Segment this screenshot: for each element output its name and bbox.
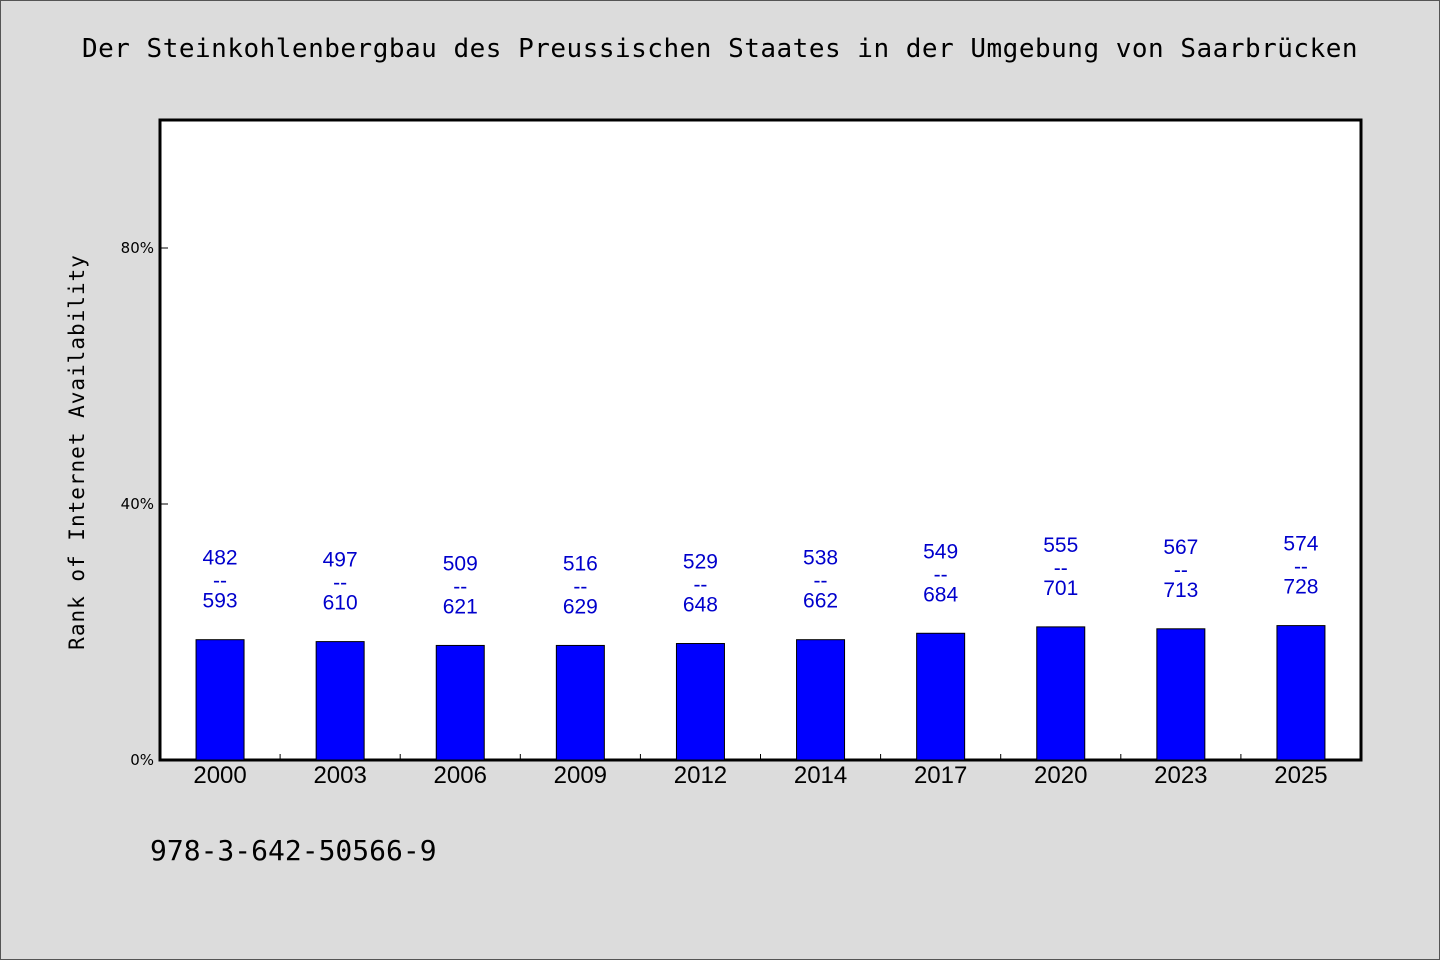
footer-code: 978-3-642-50566-9	[150, 834, 437, 867]
data-label-bottom: 684	[923, 583, 958, 606]
y-tick-label: 0%	[130, 751, 154, 769]
bar	[1276, 625, 1326, 761]
x-tick-label: 2009	[554, 762, 607, 789]
data-label-top: 567	[1163, 536, 1198, 559]
data-label-separator: --	[573, 575, 587, 598]
data-label-separator: --	[1054, 557, 1068, 580]
x-tick-label: 2014	[794, 762, 847, 789]
data-label-bottom: 662	[803, 590, 838, 613]
bar	[675, 643, 725, 761]
data-label-top: 574	[1283, 533, 1318, 556]
x-tick-label: 2003	[313, 762, 366, 789]
bar	[315, 641, 365, 761]
chart-title: Der Steinkohlenbergbau des Preussischen …	[81, 34, 1359, 64]
y-tick-label: 40%	[121, 495, 154, 513]
y-tick-label: 80%	[121, 239, 154, 257]
data-label-bottom: 629	[563, 595, 598, 618]
bar	[916, 632, 966, 761]
bar	[435, 644, 485, 761]
bar	[195, 639, 245, 761]
data-label-separator: --	[333, 572, 347, 595]
data-label-separator: --	[1174, 559, 1188, 582]
data-label-bottom: 648	[683, 594, 718, 617]
x-tick-label: 2000	[193, 762, 246, 789]
data-label-separator: --	[693, 574, 707, 597]
data-label-top: 538	[803, 547, 838, 570]
data-label-top: 516	[563, 552, 598, 575]
data-label-top: 482	[203, 547, 238, 570]
x-tick-label: 2025	[1274, 762, 1327, 789]
bar	[796, 639, 846, 761]
y-axis-label: Rank of Internet Availability	[65, 254, 89, 650]
bar	[555, 644, 605, 761]
data-label-separator: --	[814, 570, 828, 593]
x-tick-label: 2006	[434, 762, 487, 789]
bar	[1036, 626, 1086, 761]
data-label-bottom: 610	[323, 592, 358, 615]
x-tick-label: 2020	[1034, 762, 1087, 789]
data-label-bottom: 701	[1043, 577, 1078, 600]
data-label-bottom: 713	[1163, 579, 1198, 602]
data-label-bottom: 728	[1283, 576, 1318, 599]
x-tick-label: 2023	[1154, 762, 1207, 789]
data-label-top: 509	[443, 552, 478, 575]
x-tick-label: 2017	[914, 762, 967, 789]
data-label-separator: --	[934, 563, 948, 586]
data-label-separator: --	[453, 575, 467, 598]
data-label-top: 549	[923, 540, 958, 563]
data-label-separator: --	[213, 570, 227, 593]
data-label-top: 529	[683, 551, 718, 574]
data-label-top: 555	[1043, 534, 1078, 557]
x-tick-label: 2012	[674, 762, 727, 789]
data-label-separator: --	[1294, 556, 1308, 579]
data-label-top: 497	[323, 549, 358, 572]
data-label-bottom: 621	[443, 595, 478, 618]
data-label-bottom: 593	[203, 590, 238, 613]
bar	[1156, 628, 1206, 761]
